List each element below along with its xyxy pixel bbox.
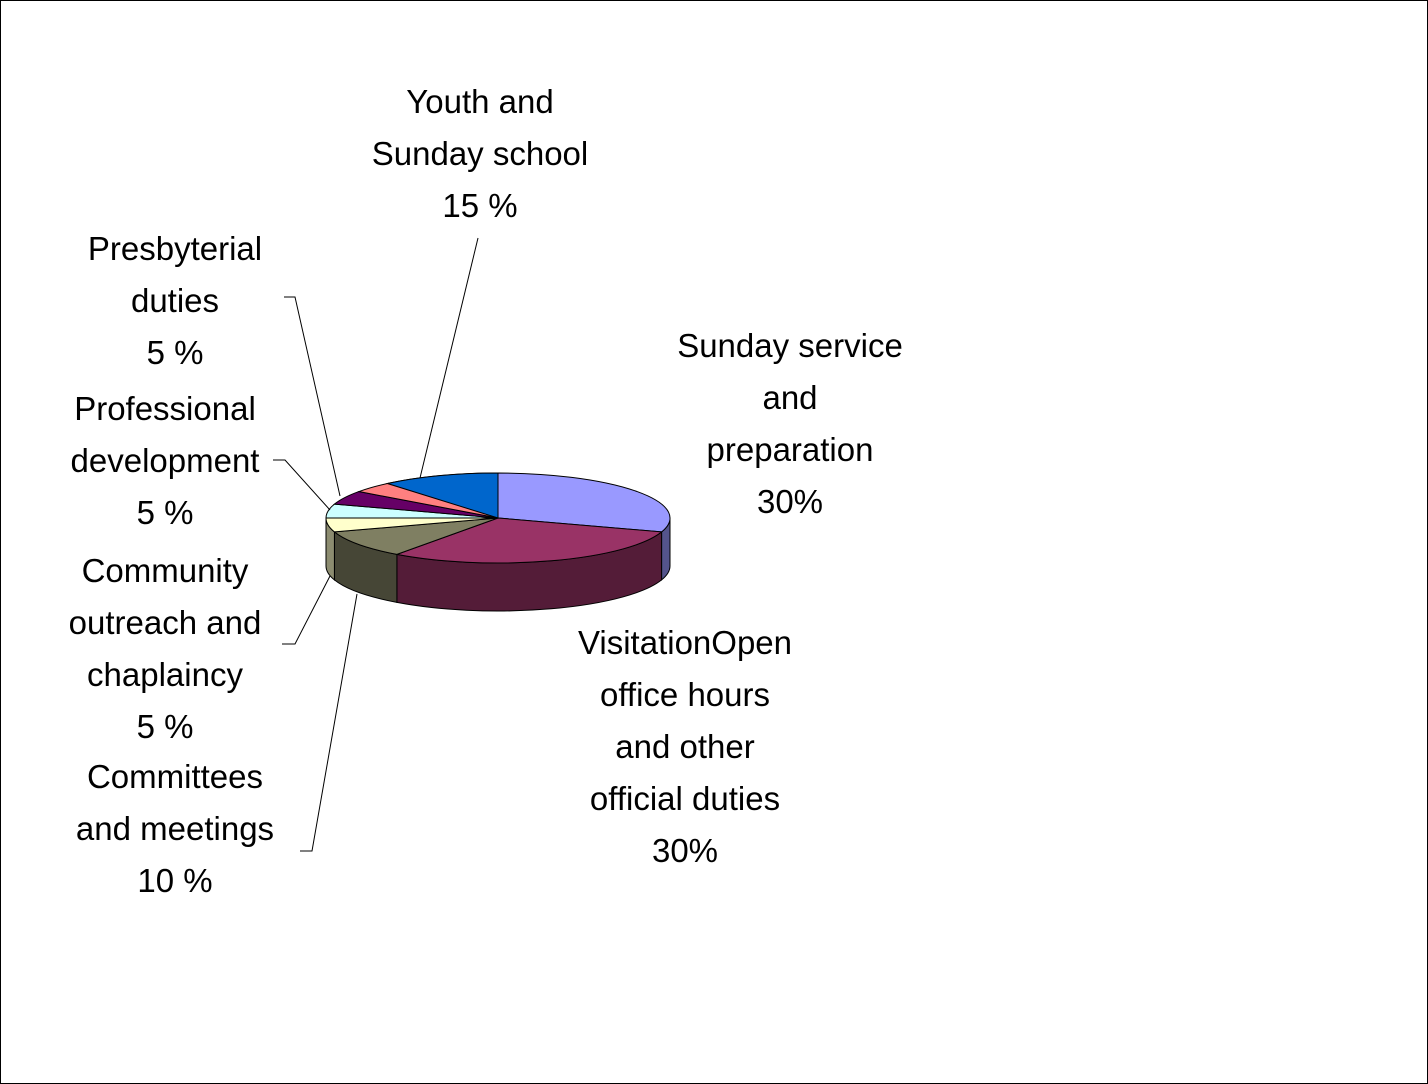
label-visitation: VisitationOpen office hours and other of… bbox=[577, 624, 793, 869]
leader-line-3 bbox=[282, 575, 331, 645]
leader-line-1 bbox=[284, 296, 341, 497]
slice-blue-top bbox=[385, 472, 499, 519]
label-committees: Committees and meetings 10 % bbox=[75, 758, 275, 899]
leader-line-4 bbox=[300, 593, 358, 852]
pie-tops bbox=[325, 472, 671, 564]
label-sunday-service: Sunday service and preparation 30% bbox=[677, 327, 903, 520]
slice-0-top bbox=[497, 472, 671, 533]
leader-lines bbox=[273, 237, 479, 852]
slice-2-top bbox=[333, 517, 499, 555]
label-presbyterial: Presbyterial duties 5 % bbox=[87, 230, 263, 371]
leader-line-2 bbox=[273, 459, 331, 511]
leader-line-0 bbox=[419, 237, 479, 479]
label-community: Community outreach and chaplaincy 5 % bbox=[68, 552, 262, 745]
label-professional: Professional development 5 % bbox=[70, 390, 260, 531]
slice-1-top bbox=[395, 517, 663, 564]
label-youth: Youth and Sunday school 15 % bbox=[371, 83, 589, 224]
